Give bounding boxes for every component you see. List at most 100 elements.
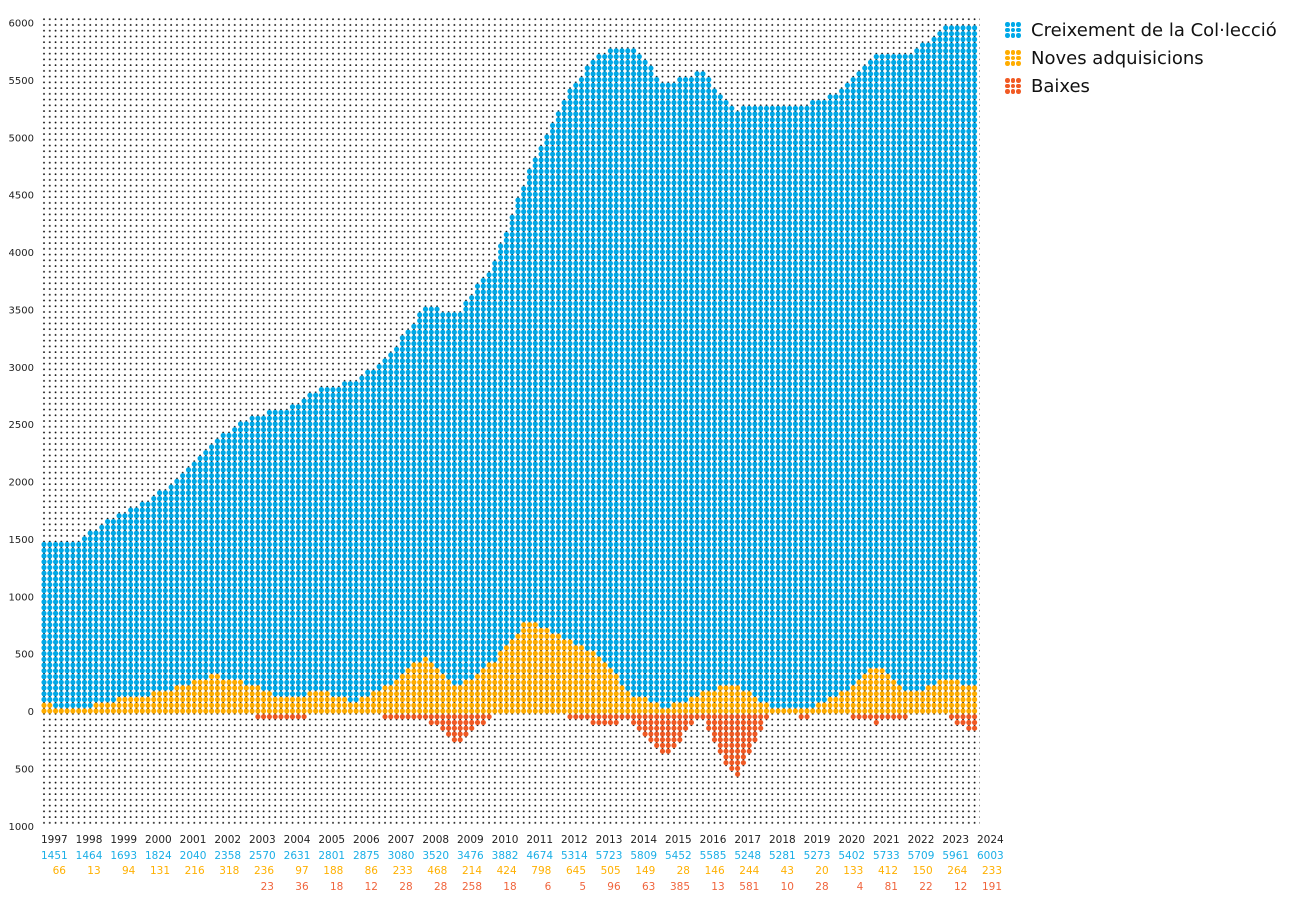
dot xyxy=(243,628,249,634)
dot xyxy=(162,599,168,605)
dot xyxy=(503,656,509,662)
dot xyxy=(330,576,336,582)
dot xyxy=(151,564,157,571)
dot xyxy=(41,674,47,680)
dot xyxy=(509,702,515,708)
dot xyxy=(498,300,504,307)
dot xyxy=(151,570,157,576)
dot xyxy=(359,501,365,507)
dot xyxy=(515,312,521,318)
dot xyxy=(41,633,47,640)
dot xyxy=(544,501,550,507)
dot xyxy=(521,300,527,307)
dot xyxy=(492,266,498,272)
dot xyxy=(151,645,157,651)
dot xyxy=(440,404,446,410)
dot xyxy=(370,438,377,444)
dot xyxy=(295,484,301,490)
dot xyxy=(64,564,70,571)
dot xyxy=(313,628,319,634)
dot xyxy=(509,375,515,381)
dot xyxy=(365,702,371,708)
dot xyxy=(162,616,168,622)
dot xyxy=(370,392,377,398)
dot xyxy=(492,507,498,513)
dot xyxy=(451,507,457,513)
dot xyxy=(347,496,353,502)
dot xyxy=(307,496,313,502)
dot xyxy=(486,679,492,685)
dot xyxy=(128,576,134,582)
dot xyxy=(446,547,452,553)
dot xyxy=(509,478,515,484)
dot xyxy=(399,461,405,467)
dot xyxy=(266,473,272,479)
dot xyxy=(509,455,515,461)
dot xyxy=(411,484,417,490)
dot xyxy=(515,473,521,479)
dot xyxy=(480,547,486,553)
dot xyxy=(544,404,550,410)
dot xyxy=(498,662,504,668)
dot xyxy=(261,616,267,622)
dot xyxy=(336,593,342,599)
dot xyxy=(255,587,261,594)
dot xyxy=(544,610,550,617)
dot xyxy=(243,427,249,433)
dot xyxy=(538,662,544,668)
dot xyxy=(486,501,492,507)
dot xyxy=(376,432,382,439)
dot xyxy=(544,668,550,674)
dot xyxy=(446,461,452,467)
dot xyxy=(422,696,429,703)
dot xyxy=(382,570,388,576)
dot xyxy=(440,358,446,364)
dot xyxy=(174,484,180,490)
dot xyxy=(295,513,301,519)
dot xyxy=(301,478,307,484)
dot xyxy=(526,484,533,490)
dot xyxy=(180,536,186,542)
dot xyxy=(469,392,475,398)
dot xyxy=(538,409,544,416)
dot xyxy=(440,318,446,324)
dot xyxy=(289,587,296,594)
dot xyxy=(422,409,429,416)
dot xyxy=(191,587,197,594)
dot xyxy=(515,318,521,324)
dot xyxy=(220,610,226,617)
dot xyxy=(457,432,463,439)
dot xyxy=(474,564,481,571)
dot xyxy=(272,696,278,703)
dot xyxy=(272,691,278,697)
dot xyxy=(474,582,481,588)
dot xyxy=(394,564,400,571)
dot xyxy=(122,679,128,685)
dot xyxy=(197,587,203,594)
dot xyxy=(313,685,319,691)
dot xyxy=(81,599,88,605)
dot xyxy=(394,450,400,456)
dot xyxy=(538,610,544,617)
dot xyxy=(272,679,278,685)
dot xyxy=(220,473,226,479)
dot xyxy=(394,421,400,427)
dot xyxy=(116,685,122,691)
dot xyxy=(353,455,359,461)
dot xyxy=(365,593,371,599)
dot xyxy=(405,409,411,416)
dot xyxy=(492,547,498,553)
dot xyxy=(243,455,249,461)
dot xyxy=(58,622,64,628)
dot xyxy=(284,541,290,548)
dot xyxy=(330,467,336,473)
dot xyxy=(434,714,440,720)
dot xyxy=(105,605,111,611)
dot xyxy=(255,656,261,662)
dot xyxy=(498,306,504,312)
dot xyxy=(58,656,64,662)
dot xyxy=(342,455,348,461)
dot xyxy=(411,513,417,519)
dot xyxy=(301,708,307,714)
dot xyxy=(446,352,452,358)
